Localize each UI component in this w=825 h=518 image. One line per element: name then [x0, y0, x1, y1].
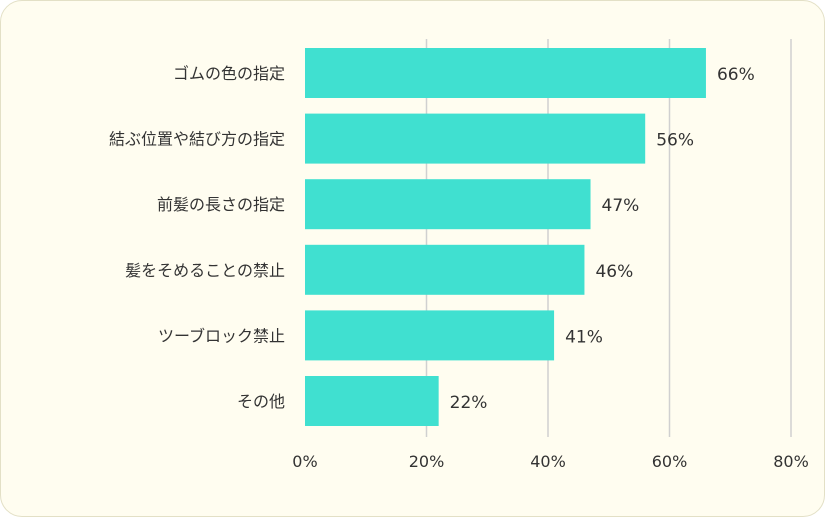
x-tick-label-20: 20% — [409, 452, 445, 471]
category-label-5: その他 — [237, 392, 285, 411]
category-label-1: 結ぶ位置や結び方の指定 — [109, 130, 285, 149]
x-tick-label-0: 0% — [292, 452, 317, 471]
value-label-0: 66% — [717, 65, 755, 85]
bars — [305, 48, 706, 426]
bar-2 — [305, 179, 591, 230]
category-labels: ゴムの色の指定結ぶ位置や結び方の指定前髪の長さの指定髪をそめることの禁止ツーブロ… — [109, 64, 285, 411]
grid-lines — [425, 39, 792, 437]
category-label-2: 前髪の長さの指定 — [157, 195, 285, 214]
value-label-5: 22% — [450, 393, 488, 413]
category-label-4: ツーブロック禁止 — [158, 326, 285, 345]
x-tick-label-60: 60% — [652, 452, 688, 471]
bar-3 — [305, 244, 585, 295]
value-label-2: 47% — [602, 196, 640, 216]
x-tick-label-80: 80% — [773, 452, 809, 471]
value-label-1: 56% — [656, 131, 694, 151]
bar-4 — [305, 310, 555, 361]
value-labels: 66% 56% 47% 46% 41% 22% — [450, 65, 755, 413]
category-label-0: ゴムの色の指定 — [173, 64, 285, 83]
category-label-3: 髪をそめることの禁止 — [125, 261, 285, 280]
bar-5 — [305, 376, 439, 426]
x-tick-label-40: 40% — [530, 452, 566, 471]
bar-0 — [305, 48, 706, 98]
x-axis-tick-labels: 0% 20% 40% 60% 80% — [292, 452, 808, 471]
bar-1 — [305, 113, 646, 164]
value-label-4: 41% — [565, 327, 603, 347]
value-label-3: 46% — [595, 262, 633, 282]
